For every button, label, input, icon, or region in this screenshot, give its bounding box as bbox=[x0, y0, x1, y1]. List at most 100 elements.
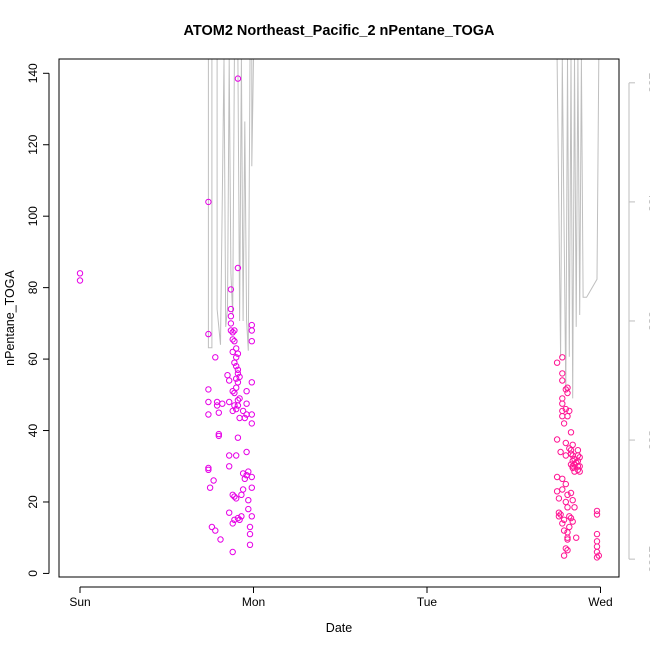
y2-tick-label: 800 bbox=[646, 430, 650, 450]
data-point bbox=[562, 498, 569, 506]
y2-tick-label: 200 bbox=[646, 73, 650, 93]
data-point bbox=[555, 495, 563, 502]
data-point bbox=[595, 552, 602, 559]
data-point bbox=[234, 350, 242, 357]
y2-tick-label: 400 bbox=[646, 192, 650, 212]
data-point bbox=[234, 370, 242, 377]
data-point bbox=[564, 491, 571, 498]
x-axis: Sun Mon Tue Wed bbox=[69, 586, 613, 609]
data-point bbox=[231, 402, 238, 409]
data-point bbox=[248, 338, 256, 345]
data-point bbox=[562, 405, 569, 413]
points-layer bbox=[76, 75, 602, 561]
data-point bbox=[559, 520, 566, 527]
data-point bbox=[229, 336, 236, 343]
data-point bbox=[593, 538, 601, 545]
data-point bbox=[236, 373, 243, 381]
data-point bbox=[239, 407, 247, 415]
data-point bbox=[567, 429, 575, 436]
secondary-line-layer bbox=[207, 58, 600, 399]
data-point bbox=[226, 377, 233, 384]
y-axis-label: nPentane_TOGA bbox=[3, 270, 17, 366]
data-point bbox=[569, 497, 576, 504]
x-tick-label: Wed bbox=[588, 595, 612, 609]
data-point bbox=[248, 411, 256, 418]
data-point bbox=[76, 277, 84, 284]
data-point bbox=[233, 495, 240, 502]
data-point bbox=[567, 514, 575, 522]
data-point bbox=[564, 547, 571, 554]
data-point bbox=[231, 359, 238, 366]
data-point bbox=[566, 523, 573, 531]
data-point bbox=[219, 400, 226, 407]
data-point bbox=[566, 407, 573, 415]
data-point bbox=[245, 468, 252, 475]
data-point bbox=[593, 554, 601, 561]
data-point bbox=[234, 514, 242, 522]
data-point bbox=[236, 516, 243, 523]
data-point bbox=[574, 466, 582, 473]
data-point bbox=[245, 497, 252, 504]
data-point bbox=[562, 452, 569, 459]
data-point bbox=[246, 541, 254, 548]
data-point bbox=[236, 395, 243, 402]
data-point bbox=[236, 414, 243, 422]
data-point bbox=[229, 520, 236, 527]
data-point bbox=[573, 459, 580, 466]
y-tick-label: 120 bbox=[26, 134, 40, 154]
y-tick-label: 0 bbox=[26, 570, 40, 577]
data-point bbox=[205, 330, 212, 338]
data-point bbox=[212, 354, 219, 361]
data-point bbox=[562, 386, 569, 393]
data-point bbox=[248, 473, 256, 481]
chart-title: ATOM2 Northeast_Pacific_2 nPentane_TOGA bbox=[183, 23, 495, 39]
data-point bbox=[239, 486, 247, 493]
data-point bbox=[210, 477, 217, 484]
data-point bbox=[227, 286, 235, 293]
data-point bbox=[243, 388, 250, 395]
data-point bbox=[576, 454, 583, 461]
data-point bbox=[564, 389, 571, 397]
x-tick-label: Tue bbox=[417, 595, 438, 609]
data-point bbox=[571, 504, 578, 511]
y2-tick-label: 600 bbox=[646, 311, 650, 331]
data-point bbox=[553, 359, 561, 366]
data-point bbox=[231, 338, 238, 345]
data-point bbox=[217, 536, 224, 543]
data-point bbox=[234, 75, 242, 82]
data-point bbox=[215, 432, 223, 440]
data-point bbox=[593, 530, 601, 538]
data-point bbox=[562, 480, 569, 488]
data-point bbox=[231, 493, 238, 500]
data-point bbox=[564, 413, 571, 420]
data-point bbox=[226, 452, 233, 459]
data-point bbox=[205, 398, 212, 406]
data-point bbox=[559, 354, 566, 361]
data-point bbox=[564, 536, 571, 543]
secondary-y-axis: 200 400 600 800 1000 bbox=[628, 73, 650, 573]
data-point bbox=[560, 420, 568, 427]
data-point bbox=[229, 491, 236, 498]
data-point bbox=[205, 466, 212, 473]
data-point bbox=[229, 548, 236, 556]
y-tick-label: 40 bbox=[26, 424, 40, 438]
data-point bbox=[215, 430, 223, 438]
data-point bbox=[241, 414, 249, 422]
data-point bbox=[229, 388, 236, 395]
data-point bbox=[234, 402, 242, 409]
y-tick-label: 80 bbox=[26, 281, 40, 295]
data-point bbox=[567, 489, 575, 497]
data-point bbox=[234, 264, 242, 272]
data-point bbox=[227, 313, 235, 320]
data-point bbox=[224, 372, 231, 379]
data-point bbox=[553, 436, 561, 443]
data-point bbox=[559, 486, 566, 493]
data-point bbox=[562, 545, 569, 552]
data-point bbox=[208, 523, 216, 531]
data-point bbox=[553, 488, 561, 495]
data-point bbox=[593, 543, 601, 550]
data-point bbox=[233, 363, 240, 370]
data-point bbox=[559, 395, 566, 402]
data-point bbox=[227, 305, 235, 313]
